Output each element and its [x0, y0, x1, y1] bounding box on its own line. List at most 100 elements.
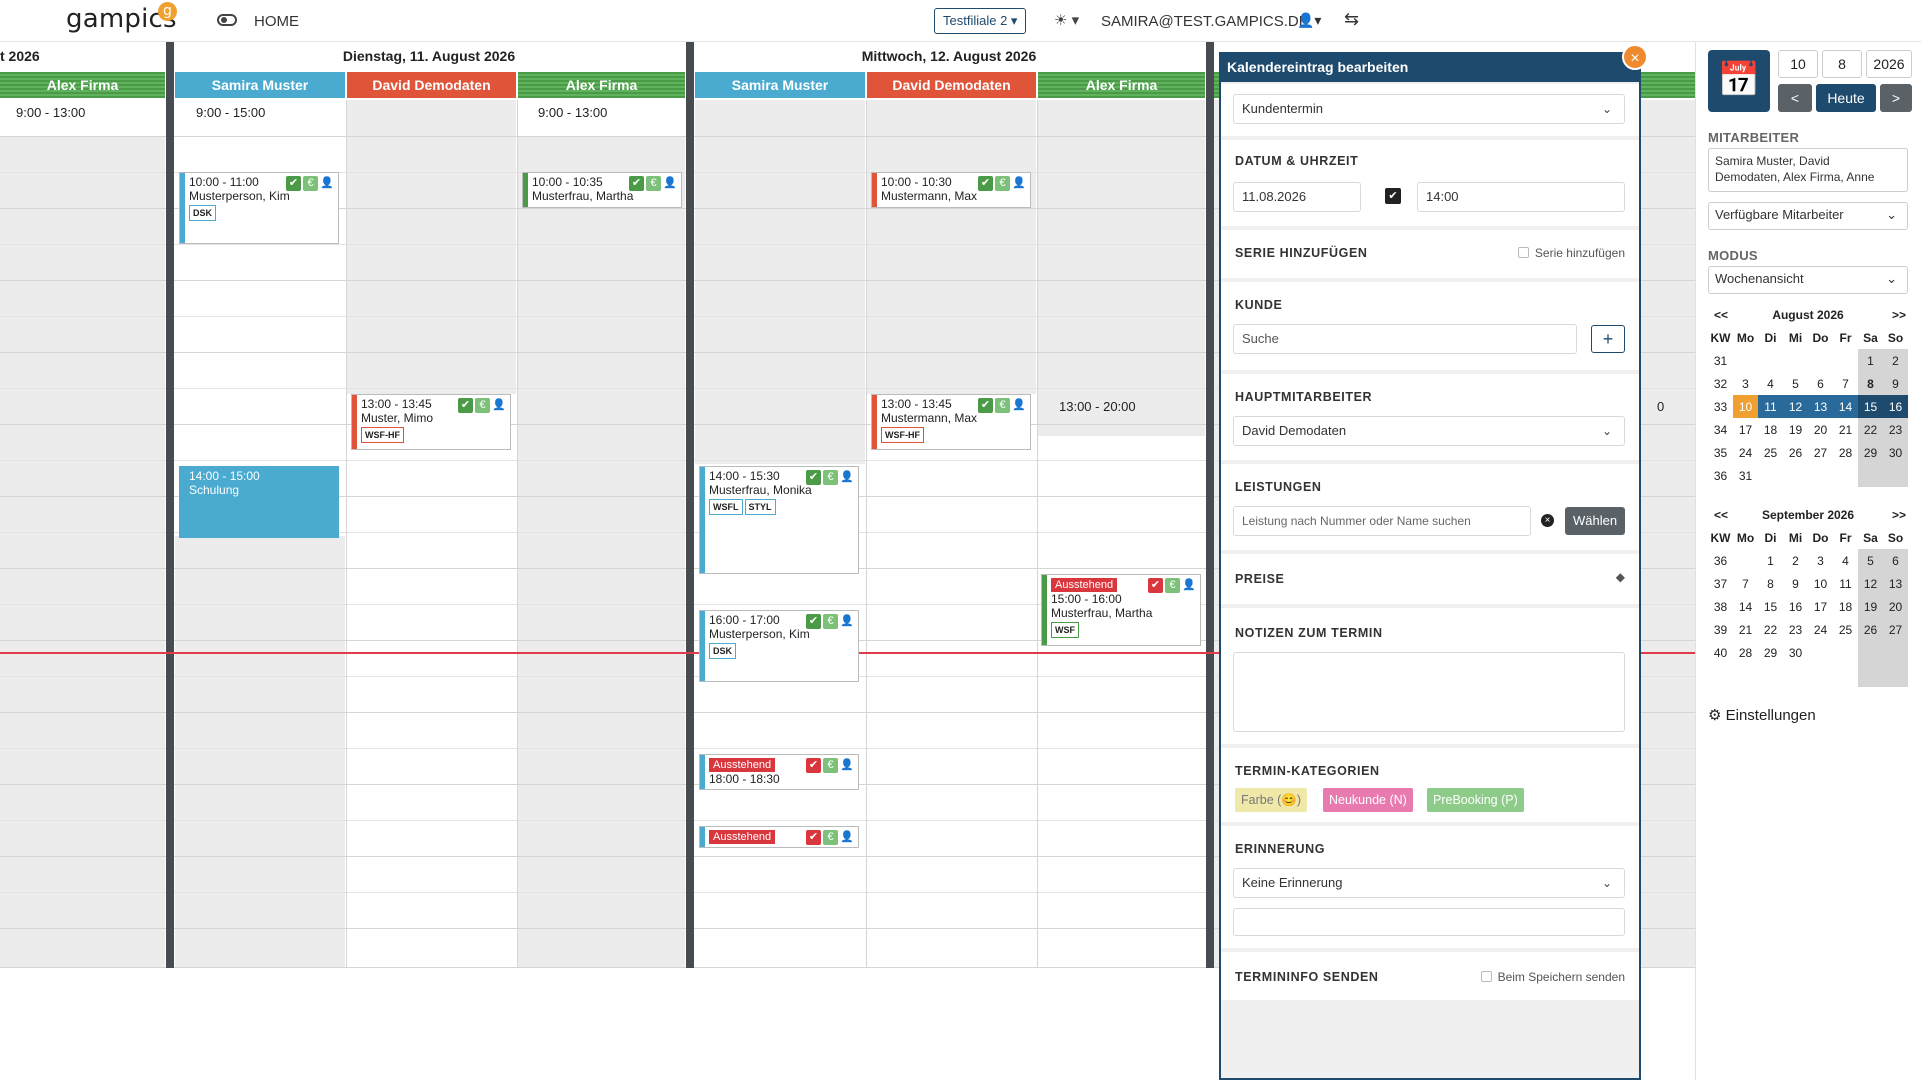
month-input[interactable]: 8	[1822, 50, 1862, 78]
select-services-button[interactable]: Wählen	[1565, 507, 1626, 535]
series-checkbox[interactable]: Serie hinzufügen	[1517, 246, 1625, 260]
date-input[interactable]: 11.08.2026	[1233, 182, 1361, 212]
calendar-icon[interactable]: ✔	[1385, 188, 1401, 204]
calendar-day[interactable]: 26	[1788, 445, 1803, 460]
calendar-day[interactable]: 10	[1733, 395, 1758, 418]
calendar-day[interactable]: 13	[1883, 572, 1908, 595]
next-month-button[interactable]: >>	[1891, 308, 1906, 322]
send-on-save-checkbox[interactable]: Beim Speichern senden	[1480, 970, 1625, 984]
calendar-day[interactable]: 30	[1883, 441, 1908, 464]
calendar-day[interactable]: 8	[1767, 576, 1774, 591]
calendar-day[interactable]: 9	[1792, 576, 1799, 591]
calendar-day[interactable]: 8	[1858, 372, 1883, 395]
appointment[interactable]: ✔ € 👤 10:00 - 11:00 Musterperson, Kim DSK	[179, 172, 339, 244]
calendar-day[interactable]: 9	[1883, 372, 1908, 395]
prev-button[interactable]: <	[1778, 84, 1812, 112]
calendar-day[interactable]: 11	[1839, 576, 1852, 591]
calendar-day[interactable]: 27	[1813, 445, 1828, 460]
services-search-input[interactable]: Leistung nach Nummer oder Name suchen	[1233, 506, 1531, 536]
appointment[interactable]: ✔ € 👤 13:00 - 13:45 Mustermann, Max WSF-HF	[871, 394, 1031, 450]
calendar-day[interactable]: 17	[1738, 422, 1753, 437]
day-input[interactable]: 10	[1778, 50, 1818, 78]
calendar-day[interactable]: 26	[1858, 618, 1883, 641]
category-newcustomer-button[interactable]: Neukunde (N)	[1323, 788, 1413, 812]
customer-search-input[interactable]: Suche	[1233, 324, 1577, 354]
user-email[interactable]: SAMIRA@TEST.GAMPICS.DE	[1101, 13, 1309, 30]
calendar-day[interactable]: 20	[1813, 422, 1828, 437]
prev-month-button[interactable]: <<	[1714, 308, 1729, 322]
app-logo[interactable]: gampics g	[66, 2, 177, 34]
calendar-day[interactable]: 2	[1792, 553, 1799, 568]
staff-select[interactable]: Samira Muster, David Demodaten, Alex Fir…	[1708, 148, 1908, 192]
mode-select[interactable]: Wochenansicht ⌄	[1708, 266, 1908, 294]
calendar-day[interactable]: 23	[1883, 418, 1908, 441]
calendar-day[interactable]: 16	[1883, 395, 1908, 418]
close-panel-button[interactable]: ×	[1622, 44, 1648, 70]
calendar-day[interactable]: 6	[1817, 376, 1824, 391]
today-button[interactable]: Heute	[1816, 84, 1876, 112]
calendar-day[interactable]: 1	[1858, 349, 1883, 372]
calendar-day[interactable]: 13	[1808, 395, 1833, 418]
calendar-day[interactable]: 25	[1838, 622, 1853, 637]
calendar-day[interactable]: 5	[1858, 549, 1883, 572]
branch-dropdown[interactable]: Testfiliale 2 ▾	[934, 8, 1027, 34]
calendar-day[interactable]: 31	[1738, 468, 1753, 483]
next-button[interactable]: >	[1880, 84, 1912, 112]
calendar-day[interactable]: 5	[1792, 376, 1799, 391]
calendar-day[interactable]: 14	[1833, 395, 1858, 418]
calendar-day[interactable]: 18	[1838, 599, 1853, 614]
calendar-day[interactable]: 28	[1738, 645, 1753, 660]
swap-icon[interactable]: ⇆	[1344, 9, 1360, 29]
calendar-day[interactable]: 15	[1858, 395, 1883, 418]
calendar-day[interactable]: 1	[1767, 553, 1774, 568]
calendar-day[interactable]: 18	[1763, 422, 1778, 437]
year-input[interactable]: 2026	[1866, 50, 1912, 78]
calendar-day[interactable]: 20	[1883, 595, 1908, 618]
calendar-day[interactable]: 14	[1738, 599, 1753, 614]
reminder-extra-input[interactable]	[1233, 908, 1625, 936]
theme-dropdown[interactable]: ☀ ▾	[1054, 12, 1080, 29]
calendar-day[interactable]: 4	[1842, 553, 1849, 568]
appointment[interactable]: ✔ € 👤 14:00 - 15:30 Musterfrau, Monika WSF…	[699, 466, 859, 574]
type-select[interactable]: Kundentermin ⌄	[1233, 94, 1625, 124]
calendar-day[interactable]: 4	[1767, 376, 1774, 391]
user-menu-icon[interactable]: 👤▾	[1297, 12, 1322, 28]
new-appointment-button[interactable]: 📅	[1708, 50, 1770, 112]
notes-textarea[interactable]	[1233, 652, 1625, 732]
calendar-day[interactable]: 3	[1817, 553, 1824, 568]
calendar-day[interactable]: 12	[1783, 395, 1808, 418]
calendar-day[interactable]: 30	[1788, 645, 1803, 660]
available-staff-select[interactable]: Verfügbare Mitarbeiter ⌄	[1708, 202, 1908, 230]
appointment[interactable]: ✔ € 👤 10:00 - 10:35 Musterfrau, Martha	[522, 172, 682, 208]
calendar-day[interactable]: 27	[1883, 618, 1908, 641]
calendar-day[interactable]: 7	[1742, 576, 1749, 591]
category-color-button[interactable]: Farbe (😊)	[1235, 788, 1308, 812]
category-prebooking-button[interactable]: PreBooking (P)	[1427, 788, 1524, 812]
calendar-day[interactable]: 25	[1763, 445, 1778, 460]
prev-month-button[interactable]: <<	[1714, 508, 1729, 522]
appointment-pending[interactable]: ✔ € 👤 Ausstehend 18:00 - 18:30	[699, 754, 859, 790]
calendar-day[interactable]: 28	[1838, 445, 1853, 460]
calendar-day[interactable]: 3	[1742, 376, 1749, 391]
calendar-day[interactable]: 21	[1838, 422, 1853, 437]
sidebar-toggle-icon[interactable]	[217, 14, 237, 26]
calendar-day[interactable]: 12	[1858, 572, 1883, 595]
appointment[interactable]: ✔ € 👤 13:00 - 13:45 Muster, Mimo WSF-HF	[351, 394, 511, 450]
settings-link[interactable]: ⚙ Einstellungen	[1708, 706, 1816, 724]
calendar-day[interactable]: 15	[1763, 599, 1778, 614]
next-month-button[interactable]: >>	[1891, 508, 1906, 522]
calendar-day[interactable]: 6	[1883, 549, 1908, 572]
calendar-day[interactable]: 2	[1883, 349, 1908, 372]
appointment[interactable]: ✔ € 👤 16:00 - 17:00 Musterperson, Kim DSK	[699, 610, 859, 682]
appointment-pending[interactable]: ✔ € 👤 Ausstehend	[699, 826, 859, 848]
calendar-day[interactable]: 24	[1813, 622, 1828, 637]
prices-section[interactable]: PREISE ◆	[1221, 554, 1639, 604]
calendar-day[interactable]: 22	[1763, 622, 1778, 637]
calendar-day[interactable]: 29	[1858, 441, 1883, 464]
calendar-day[interactable]: 29	[1763, 645, 1778, 660]
appointment-pending[interactable]: ✔ € 👤 Ausstehend 15:00 - 16:00 Musterfrau,…	[1041, 574, 1201, 646]
add-customer-button[interactable]: +	[1591, 325, 1625, 353]
time-input[interactable]: 14:00	[1417, 182, 1625, 212]
calendar-day[interactable]: 16	[1788, 599, 1803, 614]
calendar-day[interactable]: 21	[1738, 622, 1753, 637]
